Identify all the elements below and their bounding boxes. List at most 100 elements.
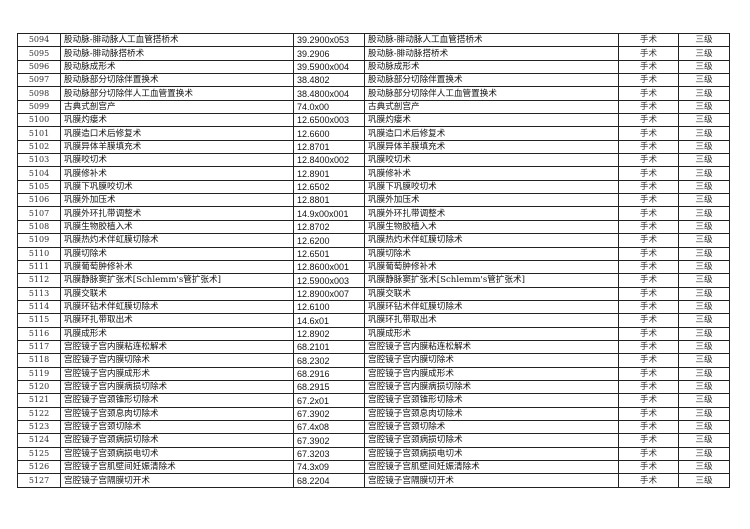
level: 三级 [678, 273, 730, 288]
category: 手术 [618, 46, 679, 61]
table-row: 5117 宫腔镜子宫内膜粘连松解术 68.2101 宫腔镜子宫内膜粘连松解术 手术 三级 [17, 339, 730, 355]
level: 三级 [678, 366, 730, 381]
procedure-name: 宫腔镜子宫颈病损电切术 [60, 446, 294, 462]
table-row: 5094 股动脉-腓动脉人工血管搭桥术 39.2900x053 股动脉-腓动脉人工血管… [17, 32, 730, 48]
row-number: 5102 [17, 139, 61, 155]
level: 三级 [678, 206, 730, 221]
row-number: 5121 [17, 393, 61, 408]
table-row: 5096 股动脉成形术 39.5900x004 股动脉成形术 手术 三级 [17, 59, 730, 75]
procedure-name-alt: 巩膜修补术 [364, 166, 619, 181]
level: 三级 [678, 299, 730, 315]
row-number: 5098 [17, 86, 61, 101]
procedure-name: 股动脉-腓动脉搭桥术 [60, 46, 294, 61]
row-number: 5109 [17, 233, 61, 248]
procedure-code: 12.8701 [293, 139, 365, 155]
category: 手术 [618, 193, 679, 208]
procedure-name-alt: 宫腔镜子宫颈息肉切除术 [364, 406, 619, 421]
table-row: 5124 宫腔镜子宫颈病损切除术 67.3902 宫腔镜子宫颈病损切除术 手术 三级 [17, 433, 730, 448]
category: 手术 [618, 219, 679, 235]
category: 手术 [618, 366, 679, 381]
procedure-name-alt: 巩膜生物胶植入术 [364, 219, 619, 235]
category: 手术 [618, 259, 679, 275]
level: 三级 [678, 286, 730, 301]
procedure-code: 12.8901 [293, 166, 365, 181]
procedure-name-alt: 巩膜环扎带取出术 [364, 313, 619, 328]
procedure-code: 39.2906 [293, 46, 365, 61]
procedure-code: 38.4800x004 [293, 86, 365, 101]
procedure-name-alt: 宫腔镜子宫颈病损电切术 [364, 446, 619, 462]
category: 手术 [618, 113, 679, 128]
level: 三级 [678, 473, 730, 488]
level: 三级 [678, 32, 730, 48]
procedure-name-alt: 巩膜造口术后修复术 [364, 126, 619, 141]
procedure-code: 67.2x01 [293, 393, 365, 408]
level: 三级 [678, 446, 730, 462]
row-number: 5095 [17, 46, 61, 61]
row-number: 5099 [17, 99, 61, 115]
row-number: 5094 [17, 32, 61, 48]
row-number: 5124 [17, 433, 61, 448]
row-number: 5127 [17, 473, 61, 488]
procedure-name-alt: 股动脉部分切除伴置换术 [364, 73, 619, 88]
row-number: 5115 [17, 313, 61, 328]
row-number: 5122 [17, 406, 61, 421]
procedure-name: 巩膜热灼术伴虹膜切除术 [60, 233, 294, 248]
procedure-name-alt: 宫腔镜子宫内膜切除术 [364, 353, 619, 368]
category: 手术 [618, 99, 679, 115]
procedure-name-alt: 股动脉-腓动脉人工血管搭桥术 [364, 32, 619, 48]
procedure-name: 宫腔镜子宫颈切除术 [60, 419, 294, 435]
procedure-name-alt: 巩膜下巩膜咬切术 [364, 179, 619, 195]
category: 手术 [618, 353, 679, 368]
procedure-code: 12.8900x007 [293, 286, 365, 301]
procedure-code: 67.3203 [293, 446, 365, 462]
table-row: 5100 巩膜灼瘘术 12.6500x003 巩膜灼瘘术 手术 三级 [17, 113, 730, 128]
procedure-name: 巩膜咬切术 [60, 153, 294, 168]
category: 手术 [618, 153, 679, 168]
procedure-name: 巩膜外加压术 [60, 193, 294, 208]
procedure-code: 74.3x09 [293, 459, 365, 475]
procedure-name: 宫腔镜子宫颈息肉切除术 [60, 406, 294, 421]
row-number: 5111 [17, 259, 61, 275]
procedure-name: 巩膜下巩膜咬切术 [60, 179, 294, 195]
procedure-code: 68.2916 [293, 366, 365, 381]
table-row: 5109 巩膜热灼术伴虹膜切除术 12.6200 巩膜热灼术伴虹膜切除术 手术 三级 [17, 233, 730, 248]
row-number: 5097 [17, 73, 61, 88]
table-row: 5103 巩膜咬切术 12.8400x002 巩膜咬切术 手术 三级 [17, 153, 730, 168]
procedure-name: 宫腔镜子宫颈病损切除术 [60, 433, 294, 448]
procedure-name-alt: 股动脉-腓动脉搭桥术 [364, 46, 619, 61]
level: 三级 [678, 166, 730, 181]
procedure-code: 68.2302 [293, 353, 365, 368]
procedure-name: 宫腔镜子宫内膜粘连松解术 [60, 339, 294, 355]
category: 手术 [618, 126, 679, 141]
category: 手术 [618, 286, 679, 301]
table-row: 5113 巩膜交联术 12.8900x007 巩膜交联术 手术 三级 [17, 286, 730, 301]
procedure-name: 巩膜生物胶植入术 [60, 219, 294, 235]
category: 手术 [618, 393, 679, 408]
procedure-table: 5094 股动脉-腓动脉人工血管搭桥术 39.2900x053 股动脉-腓动脉人工血管… [17, 32, 730, 488]
row-number: 5104 [17, 166, 61, 181]
row-number: 5116 [17, 326, 61, 341]
procedure-name: 股动脉-腓动脉人工血管搭桥术 [60, 32, 294, 48]
procedure-name-alt: 巩膜外环扎带调整术 [364, 206, 619, 221]
procedure-name: 巩膜造口术后修复术 [60, 126, 294, 141]
level: 三级 [678, 113, 730, 128]
category: 手术 [618, 446, 679, 462]
level: 三级 [678, 179, 730, 195]
table-row: 5122 宫腔镜子宫颈息肉切除术 67.3902 宫腔镜子宫颈息肉切除术 手术 三级 [17, 406, 730, 421]
row-number: 5101 [17, 126, 61, 141]
procedure-name: 巩膜成形术 [60, 326, 294, 341]
procedure-code: 67.3902 [293, 406, 365, 421]
category: 手术 [618, 273, 679, 288]
procedure-code: 12.8801 [293, 193, 365, 208]
row-number: 5110 [17, 246, 61, 261]
row-number: 5106 [17, 193, 61, 208]
level: 三级 [678, 193, 730, 208]
level: 三级 [678, 339, 730, 355]
procedure-name-alt: 宫腔镜子宫内膜粘连松解术 [364, 339, 619, 355]
row-number: 5108 [17, 219, 61, 235]
category: 手术 [618, 459, 679, 475]
table-row: 5097 股动脉部分切除伴置换术 38.4802 股动脉部分切除伴置换术 手术 三级 [17, 73, 730, 88]
level: 三级 [678, 219, 730, 235]
procedure-name: 巩膜异体羊膜填充术 [60, 139, 294, 155]
table-row: 5127 宫腔镜子宫隔膜切开术 68.2204 宫腔镜子宫隔膜切开术 手术 三级 [17, 473, 730, 488]
